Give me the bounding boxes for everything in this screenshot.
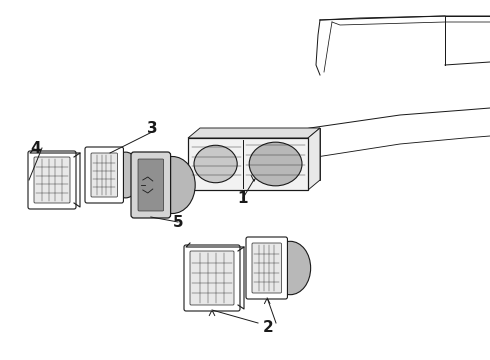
- Ellipse shape: [149, 157, 195, 213]
- FancyBboxPatch shape: [252, 243, 281, 293]
- Ellipse shape: [194, 145, 237, 183]
- FancyBboxPatch shape: [28, 151, 76, 209]
- Polygon shape: [188, 138, 308, 190]
- FancyBboxPatch shape: [184, 245, 240, 311]
- FancyBboxPatch shape: [85, 147, 123, 203]
- FancyBboxPatch shape: [91, 153, 118, 197]
- FancyBboxPatch shape: [138, 159, 164, 211]
- FancyBboxPatch shape: [190, 251, 234, 305]
- Text: 3: 3: [147, 121, 157, 135]
- Polygon shape: [308, 128, 320, 190]
- Ellipse shape: [111, 152, 140, 198]
- Text: 2: 2: [263, 320, 273, 336]
- Polygon shape: [188, 128, 320, 138]
- FancyBboxPatch shape: [34, 157, 70, 203]
- Ellipse shape: [249, 142, 302, 186]
- Polygon shape: [200, 128, 320, 180]
- Text: 5: 5: [172, 215, 183, 230]
- Text: 1: 1: [238, 190, 248, 206]
- Text: 4: 4: [31, 140, 41, 156]
- FancyBboxPatch shape: [131, 152, 171, 218]
- Ellipse shape: [270, 241, 311, 295]
- FancyBboxPatch shape: [246, 237, 288, 299]
